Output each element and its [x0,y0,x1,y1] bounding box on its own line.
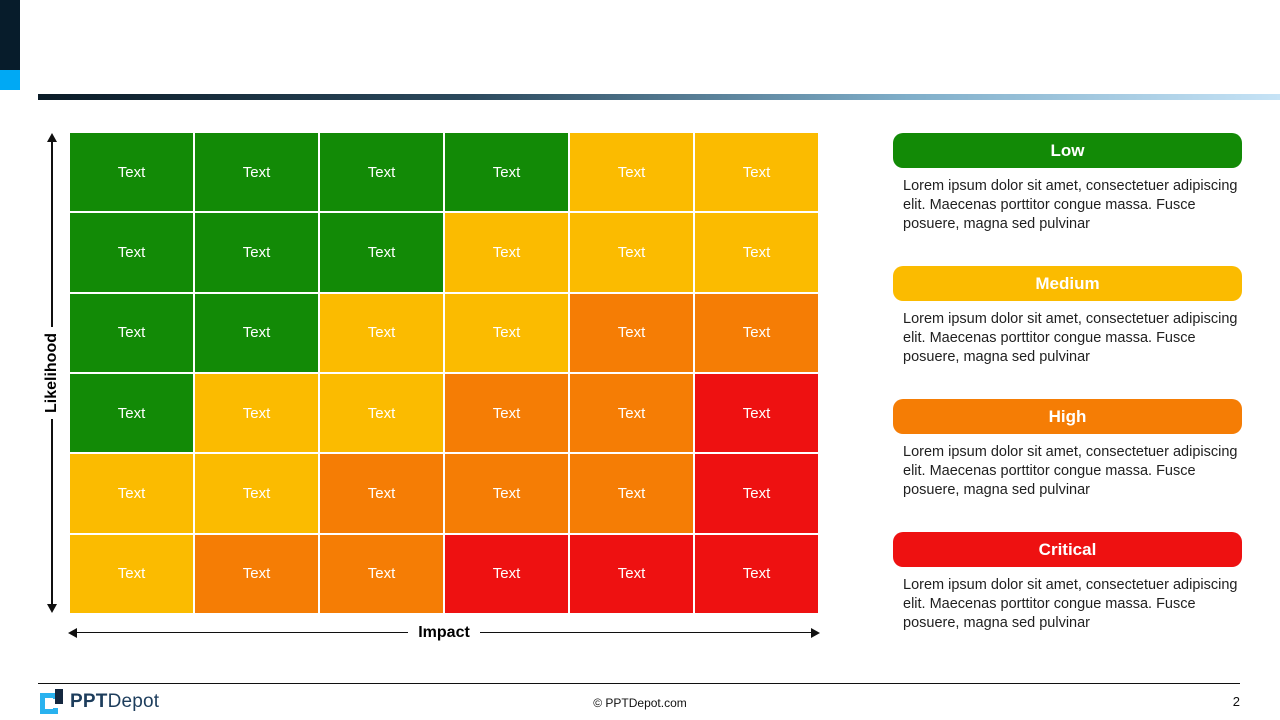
matrix-cell-orange: Text [445,374,568,453]
matrix-cell-green: Text [195,213,318,292]
matrix-cell-yellow: Text [445,213,568,292]
matrix-cell-green: Text [195,293,318,372]
matrix-cell-yellow: Text [320,293,443,372]
matrix-cell-orange: Text [445,454,568,533]
legend-pill-medium: Medium [893,266,1242,301]
footer-divider [38,683,1240,684]
legend-section-critical: Critical Lorem ipsum dolor sit amet, cons… [893,532,1242,633]
legend-description: Lorem ipsum dolor sit amet, consectetuer… [903,178,1238,232]
matrix-cell-red: Text [695,374,818,453]
matrix-cell-green: Text [195,133,318,212]
likelihood-axis-line [51,419,53,604]
matrix-cell-red: Text [695,454,818,533]
matrix-cell-green: Text [70,374,193,453]
matrix-cell-yellow: Text [195,374,318,453]
impact-axis: Impact [68,623,821,641]
arrow-up-icon [47,133,57,142]
impact-axis-line [77,631,409,634]
matrix-cell-yellow: Text [70,454,193,533]
arrow-left-icon [68,627,77,638]
matrix-cell-yellow: Text [570,213,693,292]
matrix-cell-yellow: Text [695,133,818,212]
matrix-cell-orange: Text [570,293,693,372]
arrow-right-icon [811,627,821,638]
matrix-cell-red: Text [695,534,818,613]
matrix-cell-green: Text [320,213,443,292]
legend-section-high: High Lorem ipsum dolor sit amet, consecte… [893,399,1242,500]
impact-axis-line [479,631,812,634]
legend-pill-critical: Critical [893,532,1242,567]
impact-axis-label: Impact [418,623,470,641]
matrix-cell-yellow: Text [195,454,318,533]
matrix-cell-yellow: Text [695,213,818,292]
likelihood-axis-label: Likelihood [43,333,60,413]
page-number: 2 [1232,694,1240,709]
matrix-cell-green: Text [70,133,193,212]
matrix-cell-red: Text [445,534,568,613]
matrix-cell-green: Text [320,133,443,212]
matrix-cell-yellow: Text [445,293,568,372]
footer-copyright: © PPTDepot.com [593,696,687,710]
logo-bar-shape [55,689,63,704]
legend-description: Lorem ipsum dolor sit amet, consectetuer… [903,577,1238,631]
header-gradient-rule [38,94,1280,100]
matrix-cell-red: Text [570,534,693,613]
matrix-cell-orange: Text [320,534,443,613]
matrix-cell-yellow: Text [570,133,693,212]
legend-section-low: Low Lorem ipsum dolor sit amet, consectet… [893,133,1242,234]
matrix-cell-green: Text [70,293,193,372]
brand-logo-text-bold: PPT [70,691,108,712]
matrix-cell-orange: Text [695,293,818,372]
legend-description: Lorem ipsum dolor sit amet, consectetuer… [903,311,1238,365]
likelihood-axis: Likelihood [43,133,60,613]
brand-logo: PPTDepot [40,689,159,715]
legend-pill-high: High [893,399,1242,434]
matrix-cell-orange: Text [570,454,693,533]
legend-description: Lorem ipsum dolor sit amet, consectetuer… [903,444,1238,498]
brand-logo-text: PPTDepot [70,691,159,713]
legend-pill-low: Low [893,133,1242,168]
legend-panel: Low Lorem ipsum dolor sit amet, consectet… [893,133,1242,665]
brand-logo-text-light: Depot [107,691,160,712]
matrix-cell-orange: Text [570,374,693,453]
matrix-cell-orange: Text [320,454,443,533]
matrix-cell-orange: Text [195,534,318,613]
pptdepot-logo-icon [40,689,63,715]
matrix-cell-yellow: Text [320,374,443,453]
matrix-cell-yellow: Text [70,534,193,613]
corner-accent-dark [0,0,20,70]
matrix-cell-green: Text [70,213,193,292]
corner-accent-blue [0,70,20,90]
risk-matrix-grid: Text Text Text Text Text Text Text Text Text Text… [70,133,818,613]
likelihood-axis-line [51,142,53,327]
legend-section-medium: Medium Lorem ipsum dolor sit amet, consec… [893,266,1242,367]
arrow-down-icon [47,604,57,613]
matrix-cell-green: Text [445,133,568,212]
